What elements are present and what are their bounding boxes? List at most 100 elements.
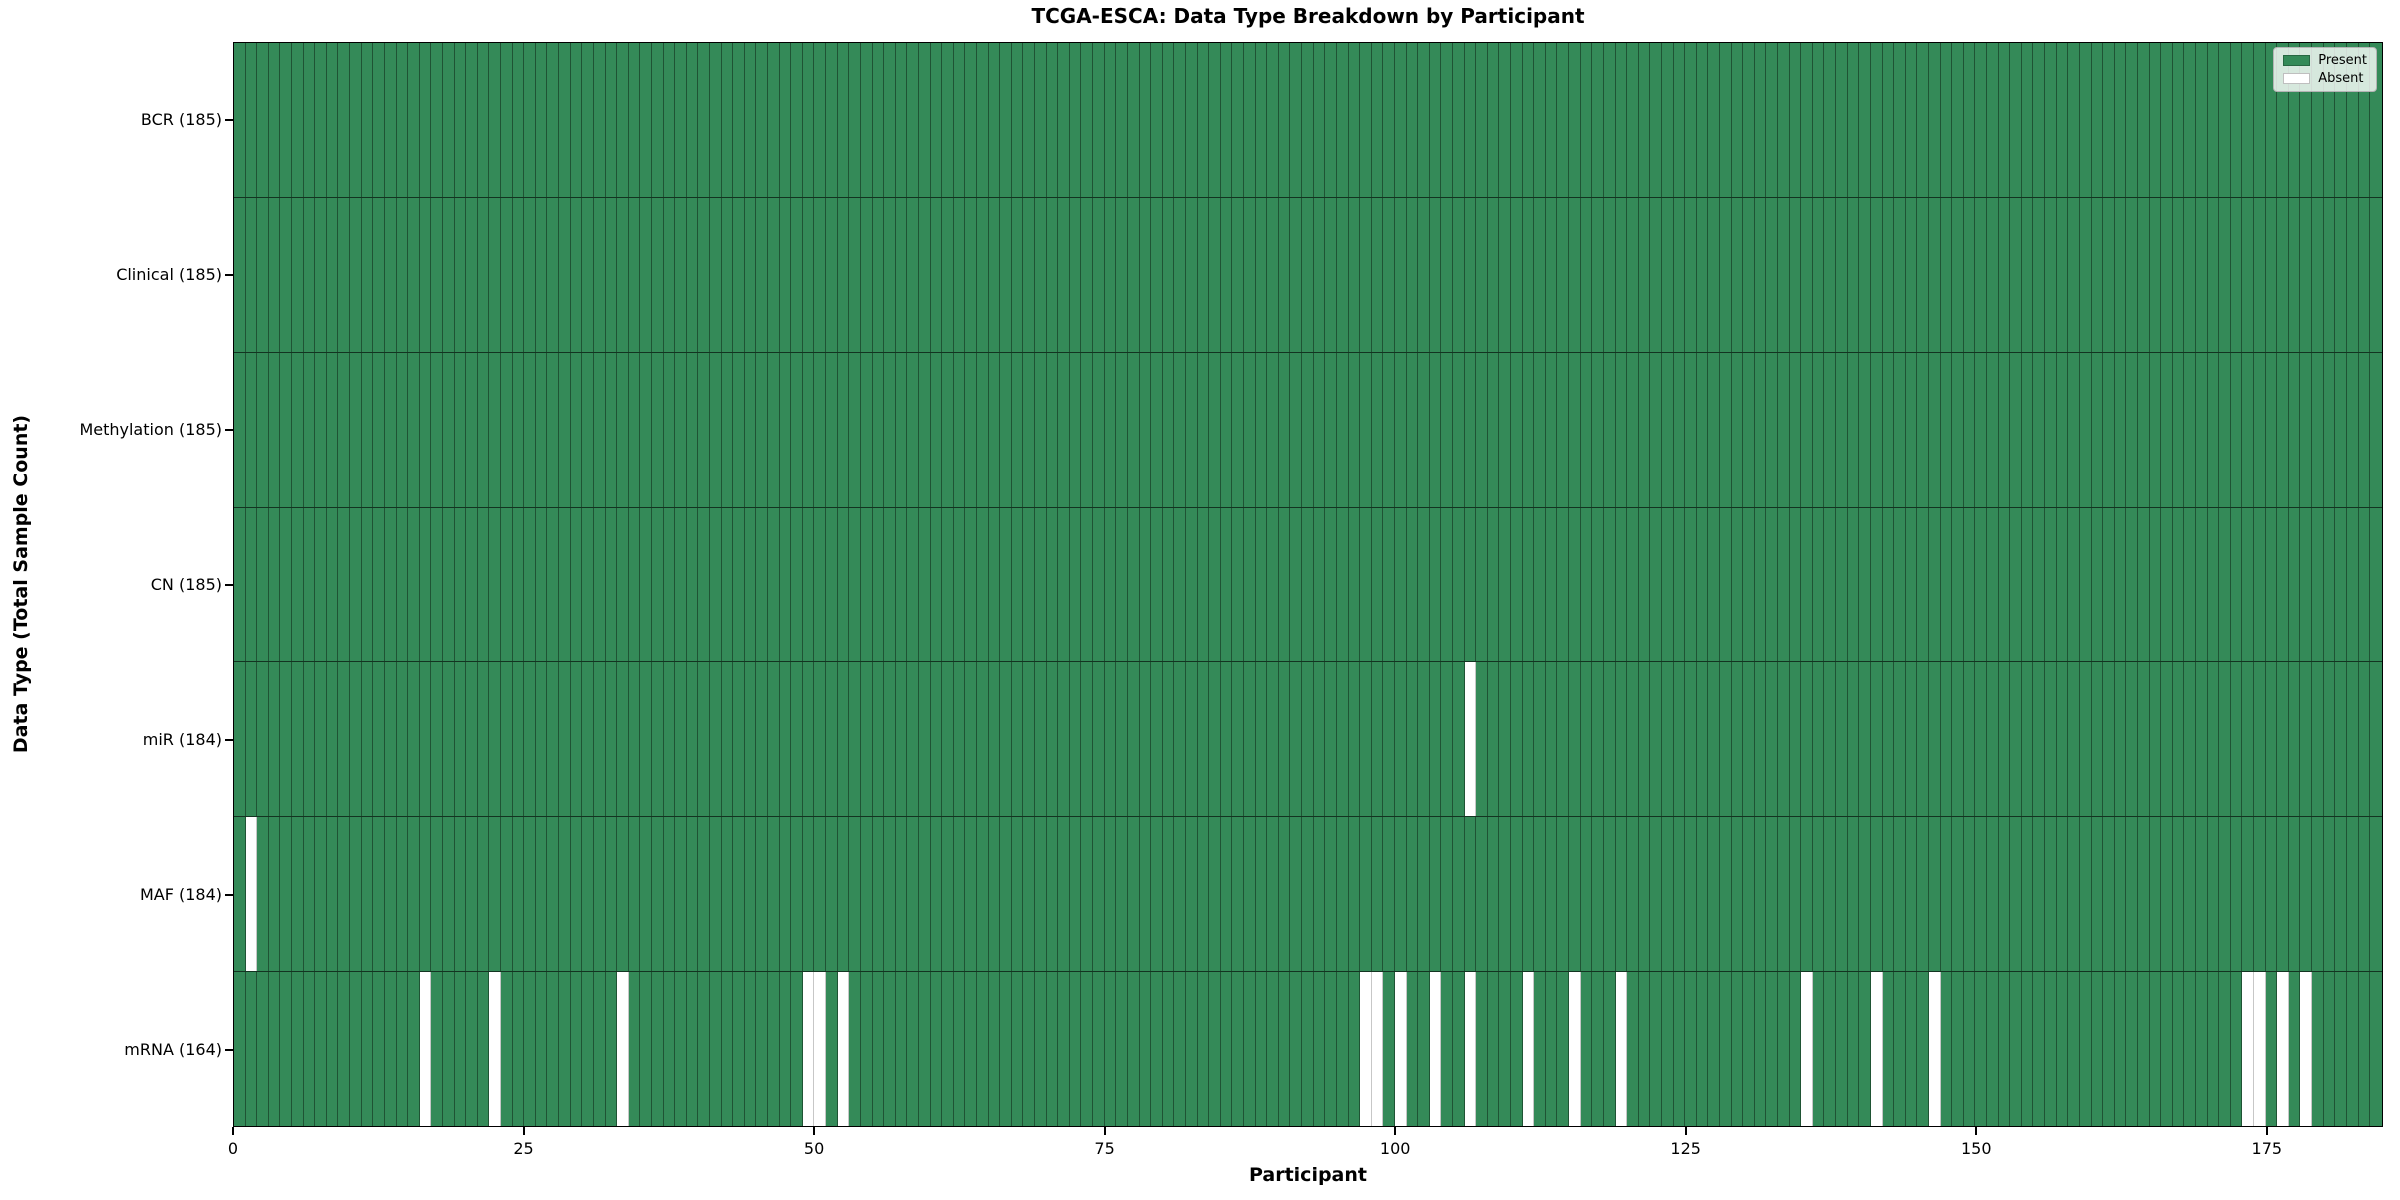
- heatmap-cell: [2033, 662, 2046, 817]
- heatmap-cell: [733, 817, 745, 972]
- heatmap-cell: [2010, 43, 2022, 197]
- heatmap-cell: [2137, 972, 2150, 1127]
- heatmap-cell: [1627, 972, 1639, 1127]
- heatmap-cell: [849, 352, 861, 507]
- heatmap-cell: [501, 197, 513, 352]
- heatmap-cell: [1220, 197, 1233, 352]
- heatmap-cell: [1232, 43, 1245, 197]
- heatmap-cell: [1325, 507, 1337, 662]
- heatmap-cell: [1441, 43, 1453, 197]
- heatmap-cell: [907, 662, 919, 817]
- heatmap-cell: [2079, 972, 2092, 1127]
- heatmap-cell: [1058, 352, 1070, 507]
- heatmap-cell: [768, 817, 780, 972]
- heatmap-cell: [1778, 817, 1790, 972]
- x-tick-label: 25: [513, 1139, 534, 1158]
- heatmap-cell: [2091, 43, 2104, 197]
- heatmap-cell: [1696, 662, 1709, 817]
- heatmap-cell: [1069, 972, 1082, 1127]
- heatmap-cell: [628, 507, 641, 662]
- heatmap-cell: [1220, 507, 1233, 662]
- heatmap-cell: [2068, 507, 2080, 662]
- heatmap-cell: [2370, 507, 2381, 662]
- heatmap-cell: [547, 972, 560, 1127]
- heatmap-cell: [837, 43, 850, 197]
- heatmap-cell: [1162, 817, 1175, 972]
- heatmap-cell: [1870, 662, 1883, 817]
- heatmap-cell: [2335, 662, 2347, 817]
- heatmap-cell: [2172, 352, 2185, 507]
- heatmap-cell: [1035, 507, 1047, 662]
- heatmap-cell: [1894, 197, 1906, 352]
- heatmap-cell: [1452, 662, 1465, 817]
- heatmap-cell: [442, 507, 455, 662]
- heatmap-cell: [1278, 817, 1291, 972]
- heatmap-cell: [303, 43, 316, 197]
- heatmap-cell: [2126, 43, 2138, 197]
- heatmap-cell: [350, 352, 362, 507]
- heatmap-cell: [640, 197, 652, 352]
- heatmap-cell: [1673, 507, 1686, 662]
- heatmap-cell: [2091, 662, 2104, 817]
- heatmap-cell: [2161, 817, 2173, 972]
- heatmap-cell: [849, 972, 861, 1127]
- heatmap-cell: [2010, 972, 2022, 1127]
- heatmap-cell: [2021, 972, 2034, 1127]
- heatmap-cell: [1290, 817, 1303, 972]
- heatmap-cell: [384, 43, 397, 197]
- heatmap-cell: [1174, 972, 1186, 1127]
- heatmap-cell: [1545, 662, 1558, 817]
- heatmap-cell: [2335, 972, 2347, 1127]
- heatmap-cell: [2207, 507, 2220, 662]
- heatmap-cell: [1557, 43, 1570, 197]
- heatmap-cell: [1336, 197, 1349, 352]
- heatmap-cell: [1870, 507, 1883, 662]
- heatmap-cell: [2184, 972, 2196, 1127]
- heatmap-cell: [918, 817, 931, 972]
- heatmap-cell: [849, 43, 861, 197]
- heatmap-cell: [1940, 197, 1953, 352]
- heatmap-cell: [1836, 197, 1848, 352]
- heatmap-cell: [547, 507, 560, 662]
- heatmap-cell: [1998, 43, 2011, 197]
- heatmap-cell: [1476, 507, 1488, 662]
- heatmap-cell: [1580, 352, 1593, 507]
- heatmap-cell: [2300, 662, 2313, 817]
- heatmap-cell: [384, 662, 397, 817]
- heatmap-cell: [791, 507, 803, 662]
- x-tick-mark: [1684, 1127, 1687, 1135]
- heatmap-cell: [1116, 972, 1128, 1127]
- heatmap-cell: [512, 352, 525, 507]
- heatmap-cell: [988, 972, 1001, 1127]
- heatmap-cell: [1046, 197, 1059, 352]
- heatmap-cell: [802, 43, 815, 197]
- heatmap-cell: [756, 507, 769, 662]
- heatmap-cell: [895, 197, 908, 352]
- heatmap-cell: [1743, 972, 1755, 1127]
- heatmap-cell: [570, 662, 583, 817]
- heatmap-cell: [1801, 197, 1813, 352]
- heatmap-cell: [686, 352, 699, 507]
- heatmap-cell: [1360, 817, 1372, 972]
- heatmap-cell: [942, 507, 954, 662]
- heatmap-cell: [744, 972, 757, 1127]
- heatmap-cell: [2277, 43, 2289, 197]
- heatmap-cell: [628, 352, 641, 507]
- heatmap-cell: [651, 43, 664, 197]
- heatmap-cell: [837, 817, 850, 972]
- heatmap-cell: [1441, 352, 1453, 507]
- heatmap-cell: [1789, 507, 1802, 662]
- heatmap-cell: [2114, 817, 2127, 972]
- heatmap-cell: [756, 43, 769, 197]
- heatmap-cell: [1035, 662, 1047, 817]
- heatmap-cell: [1429, 817, 1442, 972]
- heatmap-cell: [1383, 197, 1395, 352]
- heatmap-cell: [2254, 972, 2266, 1127]
- heatmap-cell: [1928, 352, 1941, 507]
- heatmap-cell: [547, 197, 560, 352]
- heatmap-cell: [245, 972, 258, 1127]
- heatmap-cell: [802, 352, 815, 507]
- heatmap-cell: [895, 43, 908, 197]
- heatmap-cell: [1000, 507, 1012, 662]
- heatmap-cell: [721, 197, 734, 352]
